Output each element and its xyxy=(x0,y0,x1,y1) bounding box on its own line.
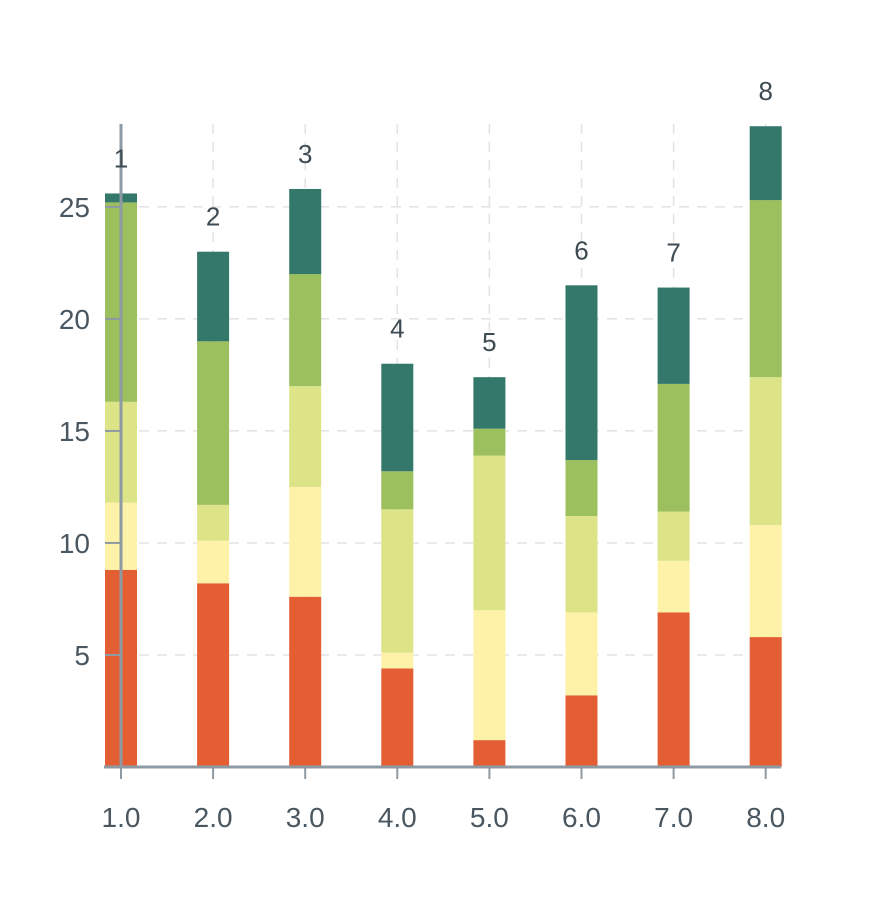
bar-segment xyxy=(289,386,322,487)
x-tick-label: 4.0 xyxy=(378,802,417,833)
x-tick-label: 2.0 xyxy=(194,802,233,833)
bar-segment xyxy=(565,612,598,696)
bar-segment xyxy=(657,511,690,561)
bar-segment xyxy=(565,285,598,461)
x-tick-label: 1.0 xyxy=(102,802,141,833)
bar-segment xyxy=(289,188,322,275)
y-tick-label: 25 xyxy=(59,192,90,223)
bar-segment xyxy=(197,251,230,342)
bar-segment xyxy=(197,504,230,541)
bar-segment xyxy=(197,341,230,505)
bar-label: 4 xyxy=(390,314,404,344)
bar-segment xyxy=(381,471,414,510)
bar-segment xyxy=(381,652,414,669)
bar-segment xyxy=(565,516,598,613)
bar-segment xyxy=(565,460,598,517)
bar-segment xyxy=(657,383,690,512)
bar-labels: 1 2 3 4 5 6 7 8 xyxy=(114,76,773,357)
x-tick-label: 8.0 xyxy=(746,802,785,833)
bar-label: 2 xyxy=(206,202,220,232)
y-tick-label: 20 xyxy=(59,304,90,335)
bar-label: 1 xyxy=(114,143,128,173)
bar-segment xyxy=(289,274,322,387)
bar-segment xyxy=(657,287,690,384)
bar-segment xyxy=(749,377,782,526)
bar-segment xyxy=(473,740,506,767)
bar-segment xyxy=(381,363,414,472)
bar-label: 5 xyxy=(482,327,496,357)
grid xyxy=(121,124,781,767)
bar-segment xyxy=(197,540,230,584)
bar-label: 3 xyxy=(298,139,312,169)
bar-segment xyxy=(657,612,690,767)
x-tick-label: 5.0 xyxy=(470,802,509,833)
bar-segment xyxy=(381,509,414,653)
y-tick-label: 10 xyxy=(59,528,90,559)
y-tick-label: 15 xyxy=(59,416,90,447)
x-tick-label: 3.0 xyxy=(286,802,325,833)
bar-label: 7 xyxy=(666,238,680,268)
bar-segment xyxy=(749,200,782,378)
bar-segment xyxy=(289,486,322,597)
bar-segment xyxy=(749,126,782,201)
bar-segment xyxy=(749,525,782,638)
bar-segment xyxy=(473,610,506,741)
bar-segment xyxy=(197,583,230,767)
x-tick-label: 6.0 xyxy=(562,802,601,833)
bar-segment xyxy=(657,560,690,613)
bar-segment xyxy=(381,668,414,767)
bar-segment xyxy=(473,428,506,456)
bar-label: 8 xyxy=(758,76,772,106)
bar-label: 6 xyxy=(574,235,588,265)
bar-segment xyxy=(749,637,782,767)
bar-segment xyxy=(289,596,322,767)
y-tick-label: 5 xyxy=(74,640,90,671)
x-tick-label: 7.0 xyxy=(654,802,693,833)
bar-segment xyxy=(565,695,598,767)
bar-segment xyxy=(473,455,506,611)
bar-segment xyxy=(473,377,506,429)
